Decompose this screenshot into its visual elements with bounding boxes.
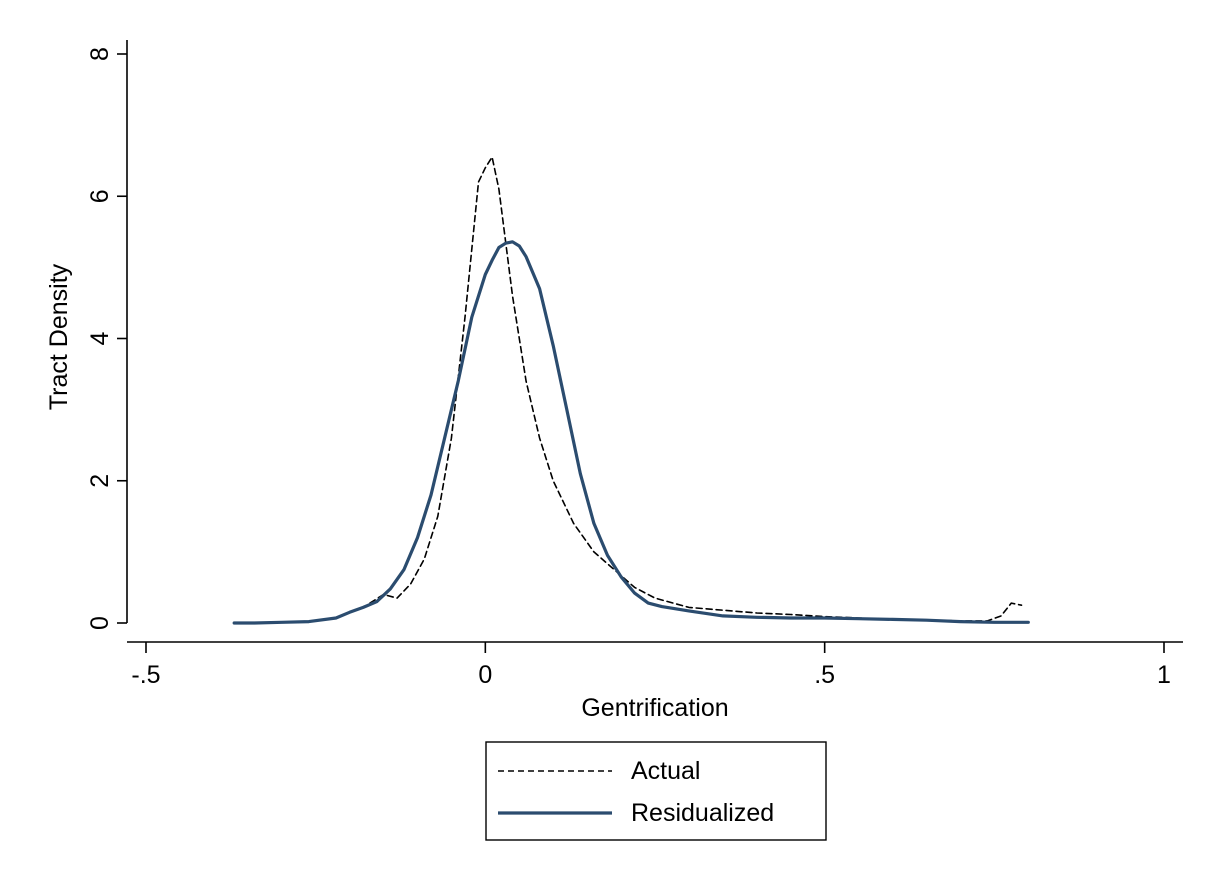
x-tick-label: -.5 <box>131 661 160 689</box>
y-tick-label: 4 <box>86 331 114 345</box>
legend-box <box>485 741 827 841</box>
x-axis-title: Gentrification <box>581 694 728 722</box>
x-tick-label: 0 <box>478 661 492 689</box>
y-tick-label: 8 <box>86 47 114 61</box>
x-axis-ticks: -.5 0 .5 1 <box>131 642 1171 689</box>
legend-label-residualized: Residualized <box>631 799 774 827</box>
y-axis-title: Tract Density <box>45 263 73 410</box>
y-tick-label: 6 <box>86 189 114 203</box>
plot-lines <box>232 156 1030 625</box>
series-line-residualized <box>232 240 1030 625</box>
y-tick-label: 2 <box>86 474 114 488</box>
y-tick-label: 0 <box>86 616 114 630</box>
legend: Actual Residualized <box>485 741 827 841</box>
series-line-actual <box>369 156 1023 622</box>
x-tick-label: 1 <box>1157 661 1171 689</box>
y-axis-ticks: 0 2 4 6 8 <box>86 47 127 630</box>
legend-label-actual: Actual <box>631 757 700 785</box>
x-tick-label: .5 <box>814 661 835 689</box>
